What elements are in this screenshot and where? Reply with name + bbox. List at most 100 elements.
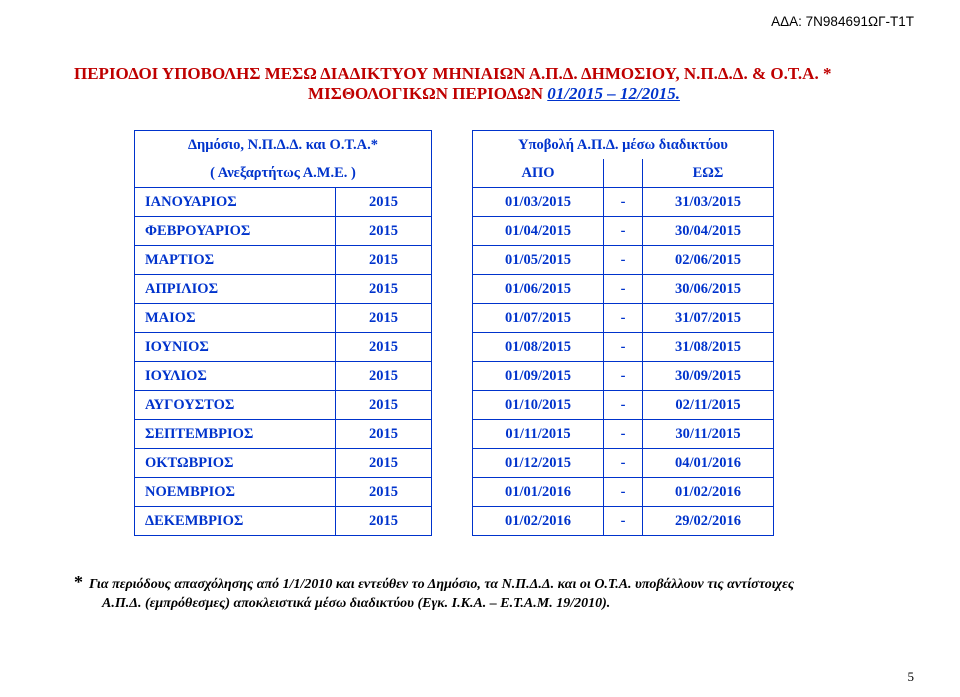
- footnote-line-1: Για περιόδους απασχόλησης από 1/1/2010 κ…: [89, 577, 794, 592]
- date-to: 01/02/2016: [643, 478, 774, 507]
- page: ΑΔΑ: 7Ν984691ΩΓ-Τ1Τ ΠΕΡΙΟΔΟΙ ΥΠΟΒΟΛΗΣ ΜΕ…: [0, 0, 960, 697]
- month-name: ΟΚΤΩΒΡΙΟΣ: [135, 449, 336, 478]
- month-year: 2015: [336, 304, 432, 333]
- month-year: 2015: [336, 507, 432, 536]
- date-from: 01/07/2015: [473, 304, 604, 333]
- date-from: 01/06/2015: [473, 275, 604, 304]
- date-from: 01/02/2016: [473, 507, 604, 536]
- right-header-to: ΕΩΣ: [643, 159, 774, 188]
- date-from: 01/03/2015: [473, 188, 604, 217]
- date-dash: -: [604, 333, 643, 362]
- date-dash: -: [604, 478, 643, 507]
- date-from: 01/08/2015: [473, 333, 604, 362]
- table-row: ΑΠΡΙΛΙΟΣ2015: [135, 275, 432, 304]
- date-to: 02/06/2015: [643, 246, 774, 275]
- table-row: 01/08/2015-31/08/2015: [473, 333, 774, 362]
- table-row: 01/11/2015-30/11/2015: [473, 420, 774, 449]
- table-row: ΟΚΤΩΒΡΙΟΣ2015: [135, 449, 432, 478]
- date-dash: -: [604, 188, 643, 217]
- date-to: 04/01/2016: [643, 449, 774, 478]
- table-row: ΜΑΙΟΣ2015: [135, 304, 432, 333]
- footnote-star: *: [74, 572, 83, 592]
- month-name: ΙΟΥΝΙΟΣ: [135, 333, 336, 362]
- months-table: Δημόσιο, Ν.Π.Δ.Δ. και Ο.Τ.Α.* ( Ανεξαρτή…: [134, 130, 432, 536]
- date-dash: -: [604, 420, 643, 449]
- left-header-top: Δημόσιο, Ν.Π.Δ.Δ. και Ο.Τ.Α.*: [135, 131, 432, 160]
- left-header-bottom: ( Ανεξαρτήτως Α.Μ.Ε. ): [135, 159, 432, 188]
- table-row: ΣΕΠΤΕΜΒΡΙΟΣ2015: [135, 420, 432, 449]
- table-row: 01/09/2015-30/09/2015: [473, 362, 774, 391]
- table-row: ΙΑΝΟΥΑΡΙΟΣ2015: [135, 188, 432, 217]
- month-name: ΑΥΓΟΥΣΤΟΣ: [135, 391, 336, 420]
- title-line-2: ΜΙΣΘΟΛΟΓΙΚΩΝ ΠΕΡΙΟΔΩΝ 01/2015 – 12/2015.: [74, 84, 914, 104]
- table-row: 01/01/2016-01/02/2016: [473, 478, 774, 507]
- table-row: ΔΕΚΕΜΒΡΙΟΣ2015: [135, 507, 432, 536]
- ada-code: ΑΔΑ: 7Ν984691ΩΓ-Τ1Τ: [771, 14, 914, 29]
- date-dash: -: [604, 304, 643, 333]
- table-row: 01/10/2015-02/11/2015: [473, 391, 774, 420]
- month-name: ΝΟΕΜΒΡΙΟΣ: [135, 478, 336, 507]
- date-from: 01/11/2015: [473, 420, 604, 449]
- date-dash: -: [604, 391, 643, 420]
- right-header-from: ΑΠΟ: [473, 159, 604, 188]
- title-line-2-prefix: ΜΙΣΘΟΛΟΓΙΚΩΝ ΠΕΡΙΟΔΩΝ: [308, 84, 547, 103]
- month-year: 2015: [336, 391, 432, 420]
- date-to: 30/04/2015: [643, 217, 774, 246]
- title-line-2-period: 01/2015 – 12/2015.: [547, 84, 680, 103]
- date-to: 31/07/2015: [643, 304, 774, 333]
- table-row: 01/02/2016-29/02/2016: [473, 507, 774, 536]
- month-name: ΙΑΝΟΥΑΡΙΟΣ: [135, 188, 336, 217]
- month-year: 2015: [336, 478, 432, 507]
- footnote: * Για περιόδους απασχόλησης από 1/1/2010 …: [74, 570, 900, 614]
- date-dash: -: [604, 217, 643, 246]
- table-row: 01/12/2015-04/01/2016: [473, 449, 774, 478]
- date-from: 01/05/2015: [473, 246, 604, 275]
- month-year: 2015: [336, 362, 432, 391]
- month-year: 2015: [336, 246, 432, 275]
- date-from: 01/09/2015: [473, 362, 604, 391]
- date-to: 30/09/2015: [643, 362, 774, 391]
- date-dash: -: [604, 507, 643, 536]
- month-name: ΦΕΒΡΟΥΑΡΙΟΣ: [135, 217, 336, 246]
- month-name: ΔΕΚΕΜΒΡΙΟΣ: [135, 507, 336, 536]
- month-name: ΙΟΥΛΙΟΣ: [135, 362, 336, 391]
- dates-table: Υποβολή Α.Π.Δ. μέσω διαδικτύου ΑΠΟ ΕΩΣ 0…: [472, 130, 774, 536]
- month-year: 2015: [336, 188, 432, 217]
- date-from: 01/12/2015: [473, 449, 604, 478]
- date-dash: -: [604, 362, 643, 391]
- month-year: 2015: [336, 420, 432, 449]
- date-to: 30/11/2015: [643, 420, 774, 449]
- month-name: ΑΠΡΙΛΙΟΣ: [135, 275, 336, 304]
- page-number: 5: [908, 669, 915, 685]
- date-to: 30/06/2015: [643, 275, 774, 304]
- date-dash: -: [604, 449, 643, 478]
- date-dash: -: [604, 246, 643, 275]
- date-to: 29/02/2016: [643, 507, 774, 536]
- date-from: 01/01/2016: [473, 478, 604, 507]
- table-row: ΜΑΡΤΙΟΣ2015: [135, 246, 432, 275]
- date-to: 02/11/2015: [643, 391, 774, 420]
- month-year: 2015: [336, 333, 432, 362]
- date-to: 31/03/2015: [643, 188, 774, 217]
- table-row: ΑΥΓΟΥΣΤΟΣ2015: [135, 391, 432, 420]
- month-name: ΣΕΠΤΕΜΒΡΙΟΣ: [135, 420, 336, 449]
- table-row: ΙΟΥΛΙΟΣ2015: [135, 362, 432, 391]
- table-row: 01/07/2015-31/07/2015: [473, 304, 774, 333]
- date-dash: -: [604, 275, 643, 304]
- table-row: 01/05/2015-02/06/2015: [473, 246, 774, 275]
- date-from: 01/04/2015: [473, 217, 604, 246]
- month-year: 2015: [336, 275, 432, 304]
- tables-container: Δημόσιο, Ν.Π.Δ.Δ. και Ο.Τ.Α.* ( Ανεξαρτή…: [134, 130, 774, 536]
- date-from: 01/10/2015: [473, 391, 604, 420]
- table-row: ΝΟΕΜΒΡΙΟΣ2015: [135, 478, 432, 507]
- date-to: 31/08/2015: [643, 333, 774, 362]
- table-row: 01/04/2015-30/04/2015: [473, 217, 774, 246]
- footnote-line-2: Α.Π.Δ. (εμπρόθεσμες) αποκλειστικά μέσω δ…: [102, 595, 900, 614]
- month-year: 2015: [336, 217, 432, 246]
- table-row: ΦΕΒΡΟΥΑΡΙΟΣ2015: [135, 217, 432, 246]
- table-row: ΙΟΥΝΙΟΣ2015: [135, 333, 432, 362]
- month-year: 2015: [336, 449, 432, 478]
- right-header-top: Υποβολή Α.Π.Δ. μέσω διαδικτύου: [473, 131, 774, 160]
- month-name: ΜΑΙΟΣ: [135, 304, 336, 333]
- table-row: 01/06/2015-30/06/2015: [473, 275, 774, 304]
